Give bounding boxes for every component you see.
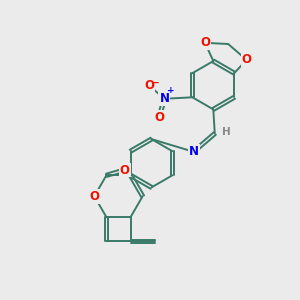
Text: O: O	[89, 190, 99, 203]
Text: N: N	[159, 92, 170, 105]
Text: O: O	[154, 110, 164, 124]
Text: H: H	[222, 127, 230, 137]
Text: O: O	[242, 53, 252, 66]
Text: N: N	[189, 145, 199, 158]
Text: O: O	[200, 36, 210, 49]
Text: O: O	[144, 79, 154, 92]
Text: −: −	[151, 78, 160, 88]
Text: O: O	[120, 164, 130, 176]
Text: +: +	[167, 86, 175, 95]
